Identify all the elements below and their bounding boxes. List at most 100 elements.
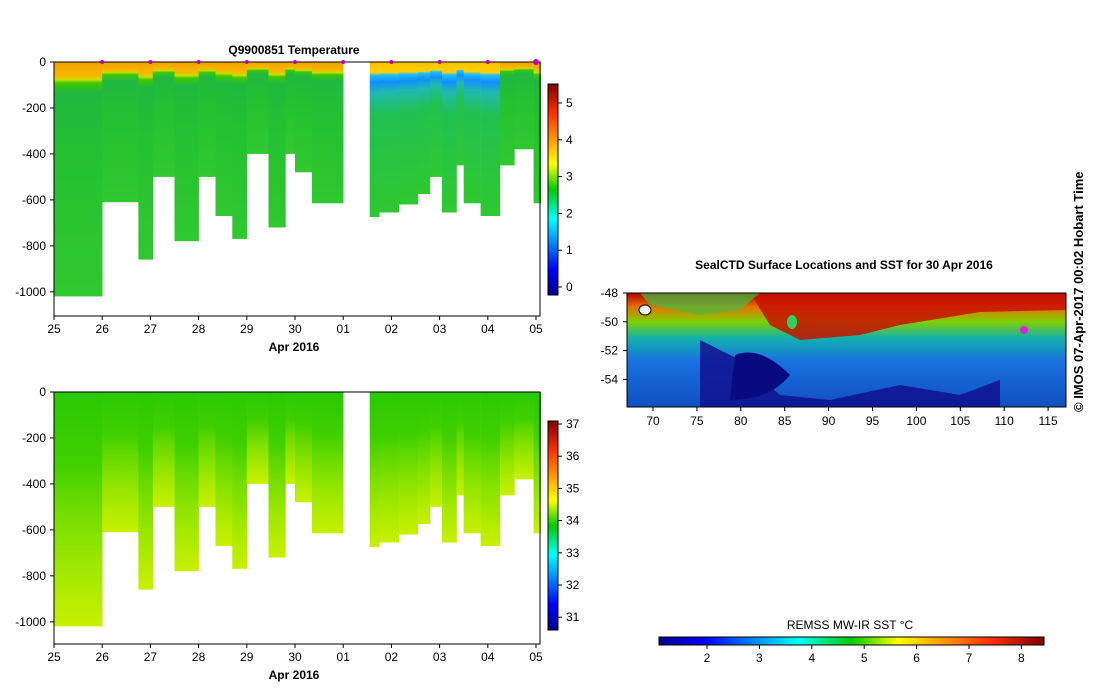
colorbar-tick-label: 35 (566, 481, 580, 495)
lat-tick-label: -50 (601, 315, 619, 329)
sst-cold-core (730, 352, 790, 400)
x-tick-label: 05 (529, 650, 543, 664)
salinity-colorbar-ticks: 37 36 35 34 33 32 31 (558, 417, 580, 624)
salinity-profile-cell (442, 392, 457, 543)
temperature-x-axis-label: Apr 2016 (269, 340, 320, 354)
sst-colorbar-tick-label: 8 (1018, 651, 1025, 665)
colorbar-tick-label: 32 (566, 578, 580, 592)
salinity-profile-cell (295, 392, 313, 503)
salinity-profile-cell (311, 392, 344, 534)
salinity-profile-cell (430, 392, 443, 507)
salinity-colorbar (547, 420, 559, 631)
temperature-profile-cell (268, 62, 286, 228)
temperature-profile-cell (514, 62, 534, 150)
temperature-chart-title: Q9900851 Temperature (228, 43, 360, 57)
x-tick-label: 30 (288, 322, 302, 336)
y-tick-label: 0 (39, 55, 46, 69)
map-frame (626, 292, 1067, 408)
temperature-profile-cell (379, 62, 399, 213)
x-tick-label: 01 (337, 322, 351, 336)
x-tick-label: 27 (144, 322, 158, 336)
salinity-profile-cell (514, 392, 534, 480)
temperature-colorbar (547, 83, 559, 296)
temperature-profile-cell (499, 62, 515, 166)
colorbar-tick-label: 33 (566, 546, 580, 560)
salinity-profile-cell (138, 392, 154, 590)
temperature-y-axis-ticks: 0 -200 -400 -600 -800 -1000 (15, 55, 54, 299)
salinity-plot-frame (53, 391, 541, 645)
colorbar-tick-label: 2 (566, 206, 573, 220)
profile-marker (100, 60, 105, 64)
salinity-profile-cell (379, 392, 399, 543)
salinity-profile-cell (417, 392, 431, 525)
island-marker (638, 304, 652, 316)
profile-marker (389, 60, 394, 64)
profile-marker (533, 59, 539, 65)
temperature-profile-cell (369, 62, 380, 218)
x-tick-label: 02 (385, 322, 399, 336)
map-latitude-ticks: -48 -50 -52 -54 (601, 286, 627, 386)
salinity-profile-cell (174, 392, 199, 572)
temperature-profile-cell (430, 62, 443, 177)
map-title: SealCTD Surface Locations and SST for 30… (695, 258, 993, 272)
profile-marker (148, 60, 153, 64)
lat-tick-label: -52 (601, 344, 619, 358)
sst-colorbar-tick-label: 7 (966, 651, 973, 665)
temperature-profile-cell (463, 62, 481, 204)
temperature-profile-cell (174, 62, 199, 242)
temperature-profile-cell (152, 62, 175, 177)
temperature-section-chart: Q9900851 Temperature 25 26 27 28 29 30 01 02 03 0… (15, 43, 573, 354)
temperature-profile-cell (480, 62, 501, 216)
profile-marker (244, 60, 249, 64)
salinity-profile-cell (232, 392, 248, 569)
profile-marker (341, 60, 346, 64)
sst-colorbar-tick-label: 5 (861, 651, 868, 665)
colorbar-tick-label: 37 (566, 417, 580, 431)
salinity-x-axis-ticks: 25 26 27 28 29 30 01 02 03 04 05 (47, 644, 543, 664)
y-tick-label: -400 (22, 477, 46, 491)
lon-tick-label: 90 (822, 414, 836, 428)
sst-field (627, 293, 1066, 407)
temperature-profile-cell (533, 62, 542, 204)
y-tick-label: -800 (22, 569, 46, 583)
colorbar-tick-label: 1 (566, 243, 573, 257)
sst-colorbar-tick-label: 6 (913, 651, 920, 665)
colorbar-tick-label: 0 (566, 280, 573, 294)
temperature-profile-cell (102, 62, 139, 203)
x-tick-label: 05 (529, 322, 543, 336)
colorbar-tick-label: 36 (566, 449, 580, 463)
x-tick-label: 29 (240, 322, 254, 336)
temperature-profile-cell (198, 62, 216, 177)
profile-marker (485, 60, 490, 64)
x-tick-label: 02 (385, 650, 399, 664)
x-tick-label: 25 (47, 650, 61, 664)
temperature-profile-cell (215, 62, 233, 216)
lon-tick-label: 105 (950, 414, 970, 428)
y-tick-label: -1000 (15, 285, 46, 299)
colorbar-tick-label: 31 (566, 610, 580, 624)
salinity-profile-cell (398, 392, 419, 535)
salinity-profile-cell (533, 392, 542, 534)
salinity-profile-cell (268, 392, 286, 558)
temperature-profile-cell (246, 62, 269, 154)
y-tick-label: -200 (22, 101, 46, 115)
x-tick-label: 30 (288, 650, 302, 664)
temperature-x-axis-ticks: 25 26 27 28 29 30 01 02 03 04 05 (47, 316, 543, 336)
x-tick-label: 29 (240, 650, 254, 664)
salinity-profile-cell (480, 392, 501, 546)
imos-credit: © IMOS 07-Apr-2017 00:02 Hobart Time (1071, 171, 1086, 412)
salinity-profile-cell (369, 392, 380, 548)
sst-colorbar-tick-label: 3 (756, 651, 763, 665)
temperature-profile-cell (417, 62, 431, 195)
salinity-profile-cell (198, 392, 216, 507)
lon-tick-label: 100 (906, 414, 926, 428)
colorbar-tick-label: 3 (566, 170, 573, 184)
x-tick-label: 03 (433, 650, 447, 664)
salinity-profile-cell (246, 392, 269, 484)
seal-surface-location (1020, 326, 1028, 334)
temperature-profile-cell (398, 62, 419, 205)
salinity-profile-cell (215, 392, 233, 546)
temperature-profile-cells (54, 62, 542, 297)
y-tick-label: -800 (22, 239, 46, 253)
